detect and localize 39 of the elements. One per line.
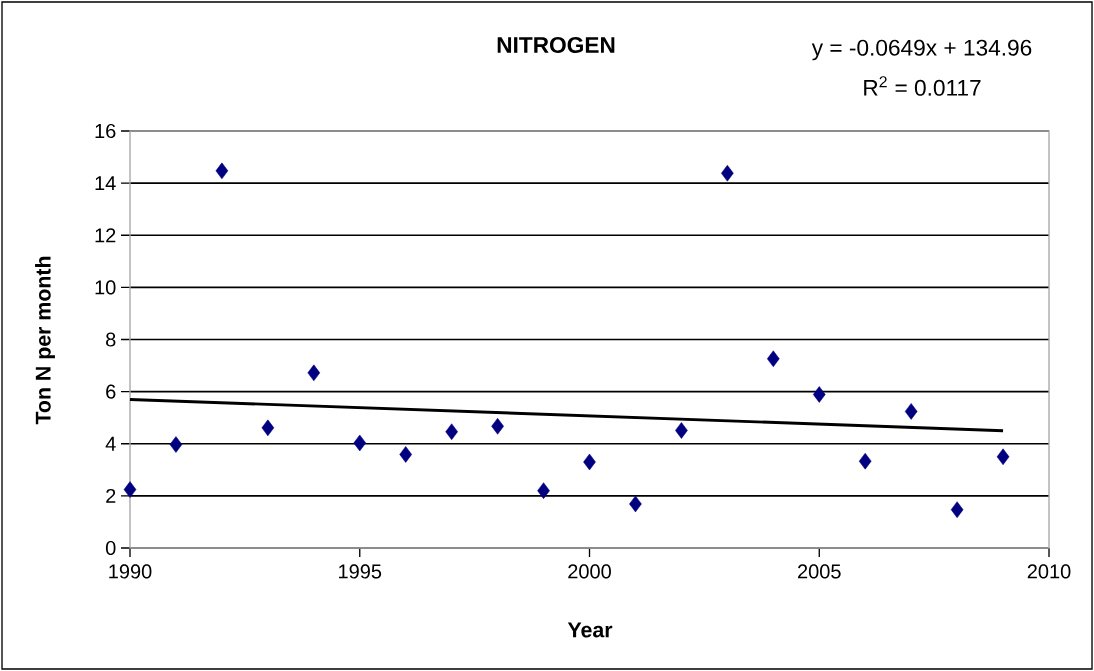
point — [215, 162, 229, 180]
point — [537, 482, 550, 499]
x-axis-title: Year — [567, 622, 613, 638]
x-tick-label: 1990 — [109, 564, 152, 579]
point — [353, 434, 367, 452]
y-tick-label: 16 — [95, 123, 116, 139]
x-tick-label: 2000 — [568, 564, 611, 579]
text: y = -0.0649x + 134.96 — [811, 39, 1032, 61]
x-tick-label: 2005 — [798, 564, 841, 579]
point — [904, 403, 918, 420]
y-tick-label: 10 — [95, 280, 116, 295]
y-axis-title: Ton N per month — [35, 256, 55, 425]
x-tick-label: 2010 — [1027, 564, 1071, 579]
point — [123, 481, 137, 498]
point — [996, 448, 1010, 466]
y-tick-label: 6 — [106, 384, 116, 399]
y-tick-label: 4 — [105, 436, 116, 451]
point — [307, 364, 321, 382]
point — [629, 495, 642, 513]
point — [491, 418, 504, 435]
y-tick-label: 0 — [105, 540, 116, 556]
point — [950, 501, 964, 518]
y-tick-label: 12 — [95, 228, 116, 243]
point — [721, 164, 734, 182]
chart-title: NITROGEN — [497, 36, 615, 54]
y-tick-label: 14 — [95, 176, 116, 190]
point — [445, 423, 458, 441]
point — [169, 436, 183, 453]
point — [675, 422, 688, 439]
y-tick-label: 8 — [106, 332, 116, 347]
point — [812, 386, 826, 403]
point — [261, 419, 275, 437]
point — [583, 453, 596, 471]
y-tick-label: 2 — [106, 488, 116, 503]
x-tick-label: 1995 — [339, 564, 382, 579]
point — [858, 452, 872, 470]
text: R$^{2}$ = 0.0117 — [864, 76, 981, 96]
point — [399, 446, 412, 463]
point — [767, 350, 780, 368]
